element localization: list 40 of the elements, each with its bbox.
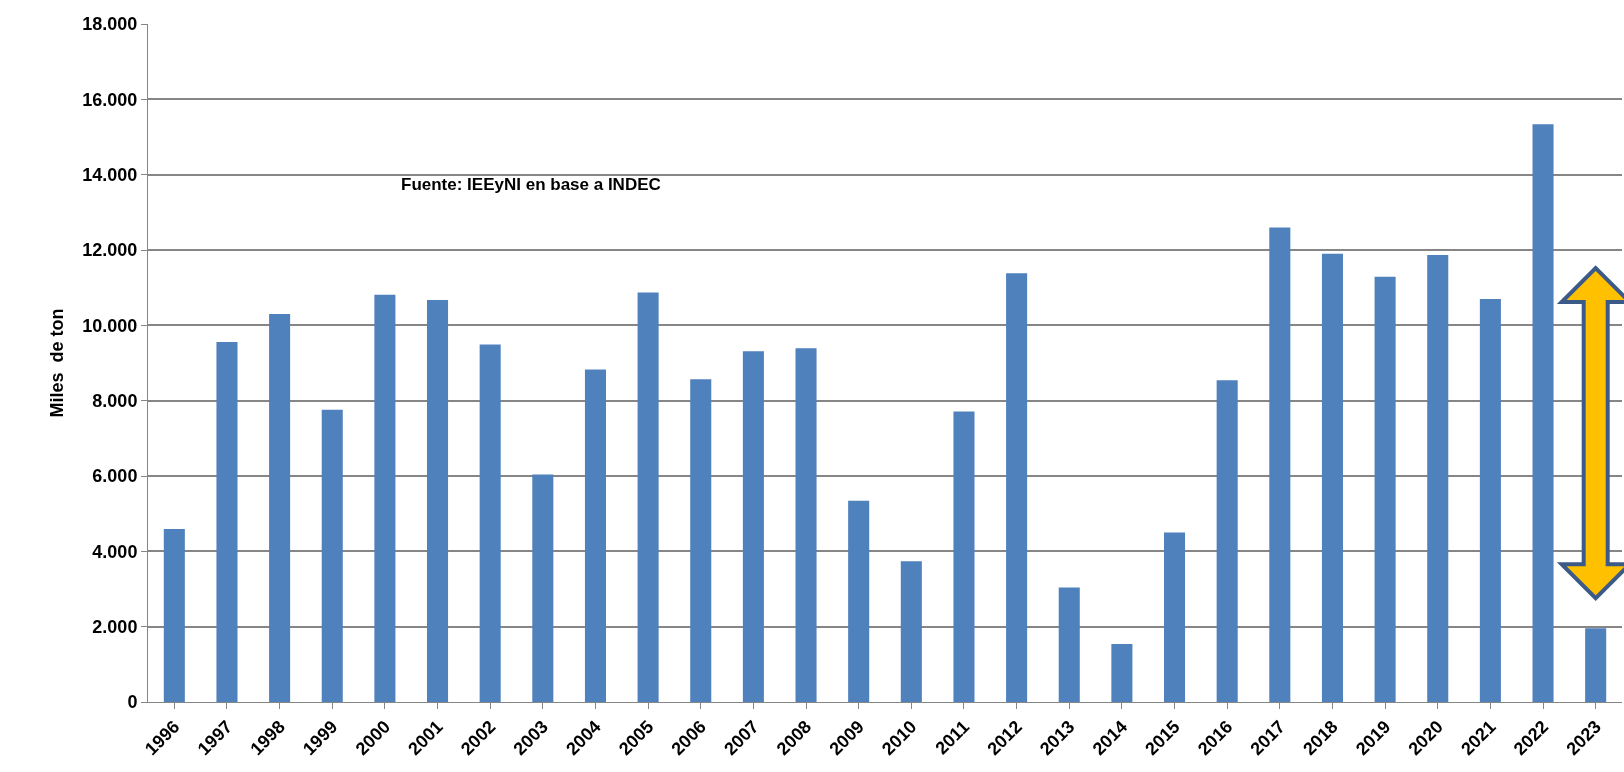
y-tick-label: 10.000 bbox=[82, 315, 138, 336]
bar bbox=[1479, 298, 1501, 702]
bar bbox=[637, 292, 659, 702]
y-tick-label: 16.000 bbox=[82, 89, 138, 110]
bar bbox=[1427, 254, 1449, 702]
y-tick-label: 12.000 bbox=[82, 240, 138, 261]
bar bbox=[1374, 276, 1396, 702]
bar bbox=[1006, 273, 1028, 702]
bar bbox=[479, 344, 501, 702]
bar bbox=[1111, 643, 1133, 702]
bar bbox=[1532, 124, 1554, 702]
bar bbox=[216, 341, 238, 702]
y-tick-label: 0 bbox=[127, 692, 138, 713]
bar bbox=[1164, 532, 1186, 702]
bar bbox=[1585, 628, 1607, 702]
bar bbox=[953, 411, 975, 702]
y-tick-label: 18.000 bbox=[82, 14, 138, 35]
bar bbox=[1058, 587, 1080, 702]
annotation: Fuente: IEEyNI en base a INDEC bbox=[401, 175, 661, 194]
bar bbox=[795, 348, 817, 702]
bar bbox=[269, 314, 291, 702]
bar bbox=[742, 351, 764, 702]
bar bbox=[532, 474, 554, 702]
y-axis-title: Miles de ton bbox=[46, 308, 67, 418]
bar bbox=[374, 294, 396, 702]
bar bbox=[848, 500, 870, 702]
bar bbox=[900, 561, 922, 702]
bar bbox=[584, 369, 606, 702]
bar bbox=[163, 529, 185, 702]
y-tick-label: 2.000 bbox=[92, 616, 138, 637]
bar bbox=[1321, 253, 1343, 702]
y-tick-label: 4.000 bbox=[92, 541, 138, 562]
bar bbox=[690, 379, 712, 702]
bar bbox=[1216, 380, 1238, 702]
bar bbox=[321, 409, 343, 702]
y-tick-label: 6.000 bbox=[92, 466, 138, 487]
y-tick-label: 8.000 bbox=[92, 390, 138, 411]
bar bbox=[427, 300, 449, 702]
bar bbox=[1269, 227, 1291, 702]
y-tick-label: 14.000 bbox=[82, 164, 138, 185]
